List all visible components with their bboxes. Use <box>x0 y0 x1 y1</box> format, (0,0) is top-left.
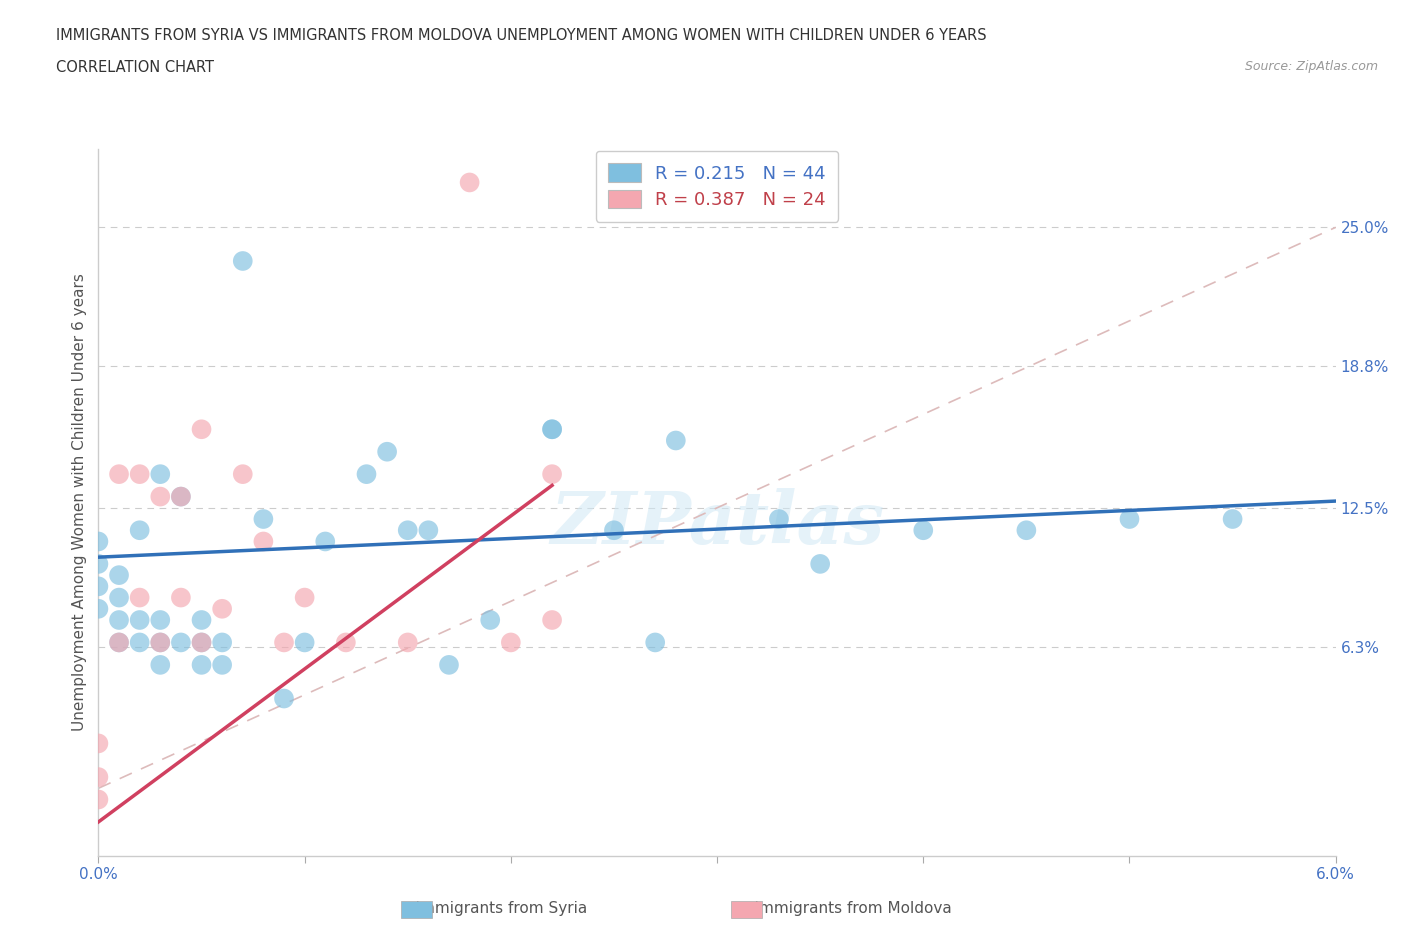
Text: Immigrants from Syria: Immigrants from Syria <box>396 901 588 916</box>
Point <box>211 635 233 650</box>
Point <box>87 736 110 751</box>
Point <box>149 635 172 650</box>
Point <box>211 658 233 672</box>
Point <box>273 635 295 650</box>
Point <box>87 556 110 571</box>
Point <box>149 489 172 504</box>
Point <box>87 770 110 785</box>
Point <box>335 635 357 650</box>
Legend: R = 0.215   N = 44, R = 0.387   N = 24: R = 0.215 N = 44, R = 0.387 N = 24 <box>596 151 838 222</box>
Point <box>665 433 688 448</box>
Point <box>108 567 131 582</box>
Point <box>170 489 193 504</box>
Point <box>170 591 193 605</box>
Point <box>644 635 666 650</box>
Text: ZIPatlas: ZIPatlas <box>550 488 884 559</box>
Point <box>149 613 172 628</box>
Point <box>294 591 316 605</box>
Point <box>479 613 502 628</box>
Point <box>190 613 212 628</box>
Point <box>87 792 110 807</box>
Point <box>108 591 131 605</box>
Point <box>541 422 564 437</box>
Point <box>458 175 481 190</box>
Point <box>87 602 110 617</box>
Point <box>108 613 131 628</box>
Point <box>108 635 131 650</box>
Point <box>808 556 831 571</box>
Point <box>190 422 212 437</box>
Point <box>252 534 274 549</box>
Text: IMMIGRANTS FROM SYRIA VS IMMIGRANTS FROM MOLDOVA UNEMPLOYMENT AMONG WOMEN WITH C: IMMIGRANTS FROM SYRIA VS IMMIGRANTS FROM… <box>56 28 987 43</box>
Point <box>232 467 254 482</box>
Point <box>396 635 419 650</box>
Point <box>356 467 378 482</box>
Point <box>128 467 150 482</box>
Text: Source: ZipAtlas.com: Source: ZipAtlas.com <box>1244 60 1378 73</box>
Point <box>170 635 193 650</box>
Point <box>294 635 316 650</box>
Point <box>211 602 233 617</box>
Point <box>128 613 150 628</box>
Point <box>396 523 419 538</box>
Point <box>170 489 193 504</box>
Y-axis label: Unemployment Among Women with Children Under 6 years: Unemployment Among Women with Children U… <box>72 273 87 731</box>
Point <box>1118 512 1140 526</box>
Point <box>149 467 172 482</box>
Point <box>541 613 564 628</box>
Point <box>541 467 564 482</box>
Point <box>149 658 172 672</box>
Point <box>768 512 790 526</box>
Point <box>603 523 626 538</box>
Point <box>912 523 935 538</box>
Point <box>1015 523 1038 538</box>
Point <box>541 422 564 437</box>
Point <box>273 691 295 706</box>
Point <box>499 635 522 650</box>
Point <box>149 635 172 650</box>
Point <box>190 658 212 672</box>
Point <box>87 534 110 549</box>
Text: Immigrants from Moldova: Immigrants from Moldova <box>735 901 952 916</box>
Point <box>418 523 440 538</box>
Point <box>190 635 212 650</box>
Point <box>314 534 336 549</box>
Point <box>128 591 150 605</box>
Point <box>128 523 150 538</box>
Point <box>375 445 398 459</box>
Point <box>128 635 150 650</box>
Point <box>108 635 131 650</box>
Point <box>1222 512 1244 526</box>
Point <box>252 512 274 526</box>
Point <box>190 635 212 650</box>
Point <box>87 578 110 593</box>
Text: CORRELATION CHART: CORRELATION CHART <box>56 60 214 75</box>
Point <box>437 658 460 672</box>
Point <box>232 254 254 269</box>
Point <box>108 467 131 482</box>
